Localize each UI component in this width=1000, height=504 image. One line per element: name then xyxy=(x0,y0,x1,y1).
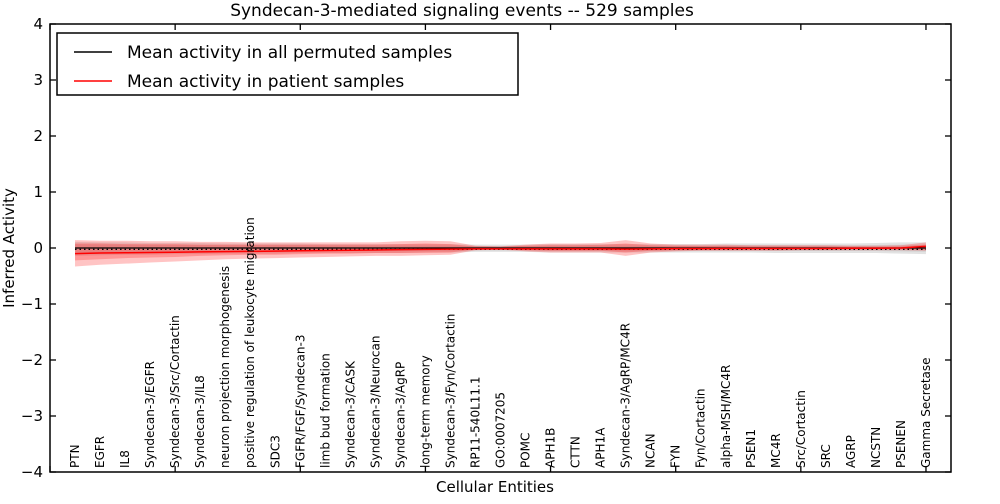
x-category-label: EGFR xyxy=(93,436,107,468)
x-category-layer: PTN EGFR IL8 Syndecan-3/EGFR Syndecan-3/Src/… xyxy=(68,217,933,468)
y-tick-label: −2 xyxy=(21,351,43,369)
legend-label-patient: Mean activity in patient samples xyxy=(127,72,404,92)
legend-label-permuted: Mean activity in all permuted samples xyxy=(127,43,452,63)
x-category-label: RP11-540L11.1 xyxy=(468,377,482,468)
x-category-label: neuron projection morphogenesis xyxy=(218,266,232,468)
y-tick-label: 2 xyxy=(33,127,43,145)
x-category-label: PSEN1 xyxy=(744,429,758,468)
line-layer xyxy=(75,245,927,255)
x-category-label: Gamma Secretase xyxy=(919,357,933,468)
y-tick-label: 1 xyxy=(33,183,43,201)
ytick-label-layer: 4 3 2 1 0 −1 −2 −3 −4 xyxy=(21,15,43,481)
y-axis-label: Inferred Activity xyxy=(0,188,18,308)
patient-band-outer xyxy=(75,240,926,267)
x-category-label: MC4R xyxy=(769,433,783,468)
y-tick-label: 3 xyxy=(33,71,43,89)
y-tick-label: 0 xyxy=(33,239,43,257)
x-category-label: Fyn/Cortactin xyxy=(694,388,708,468)
x-category-label: NCAN xyxy=(644,433,658,468)
y-tick-label: −1 xyxy=(21,295,43,313)
x-category-label: Syndecan-3/AgRP xyxy=(393,362,407,468)
x-category-label: Syndecan-3/CASK xyxy=(343,360,357,468)
x-category-label: FGFR/FGF/Syndecan-3 xyxy=(293,335,307,468)
x-category-label: alpha-MSH/MC4R xyxy=(719,365,733,468)
x-category-label: IL8 xyxy=(118,450,132,468)
x-category-label: PSENEN xyxy=(894,420,908,468)
x-category-label: long-term memory xyxy=(418,355,432,468)
x-category-label: Syndecan-3/AgRP/MC4R xyxy=(619,323,633,468)
x-category-label: NCSTN xyxy=(869,427,883,468)
x-category-label: limb bud formation xyxy=(318,353,332,468)
x-category-label: Syndecan-3/Src/Cortactin xyxy=(168,315,182,468)
y-tick-label: 4 xyxy=(33,15,43,33)
x-category-label: Syndecan-3/EGFR xyxy=(143,361,157,468)
x-category-label: POMC xyxy=(519,433,533,468)
y-tick-label: −3 xyxy=(21,407,43,425)
legend-box xyxy=(56,32,519,96)
x-category-label: GO:0007205 xyxy=(494,392,508,468)
tick-layer xyxy=(49,23,951,473)
x-axis-label: Cellular Entities xyxy=(436,478,554,496)
y-tick-label: −4 xyxy=(21,463,43,481)
x-category-label: SDC3 xyxy=(268,435,282,468)
x-category-label: Syndecan-3/Fyn/Cortactin xyxy=(443,314,457,468)
x-category-label: SRC xyxy=(819,444,833,468)
legend: Mean activity in all permuted samples Me… xyxy=(56,32,519,96)
patient-mean-line xyxy=(75,245,927,255)
x-category-label: CTTN xyxy=(569,436,583,468)
x-category-label: FYN xyxy=(669,445,683,468)
x-category-label: Syndecan-3/Neurocan xyxy=(368,336,382,468)
x-category-label: Src/Cortactin xyxy=(794,390,808,468)
x-category-label: AGRP xyxy=(844,435,858,468)
chart-title: Syndecan-3-mediated signaling events -- … xyxy=(230,1,694,21)
x-category-label: positive regulation of leukocyte migrati… xyxy=(243,217,257,468)
x-category-label: APH1A xyxy=(594,427,608,468)
x-category-label: PTN xyxy=(68,444,82,468)
x-category-label: Syndecan-3/IL8 xyxy=(193,375,207,468)
band-layer xyxy=(75,240,926,267)
x-category-label: APH1B xyxy=(544,428,558,468)
